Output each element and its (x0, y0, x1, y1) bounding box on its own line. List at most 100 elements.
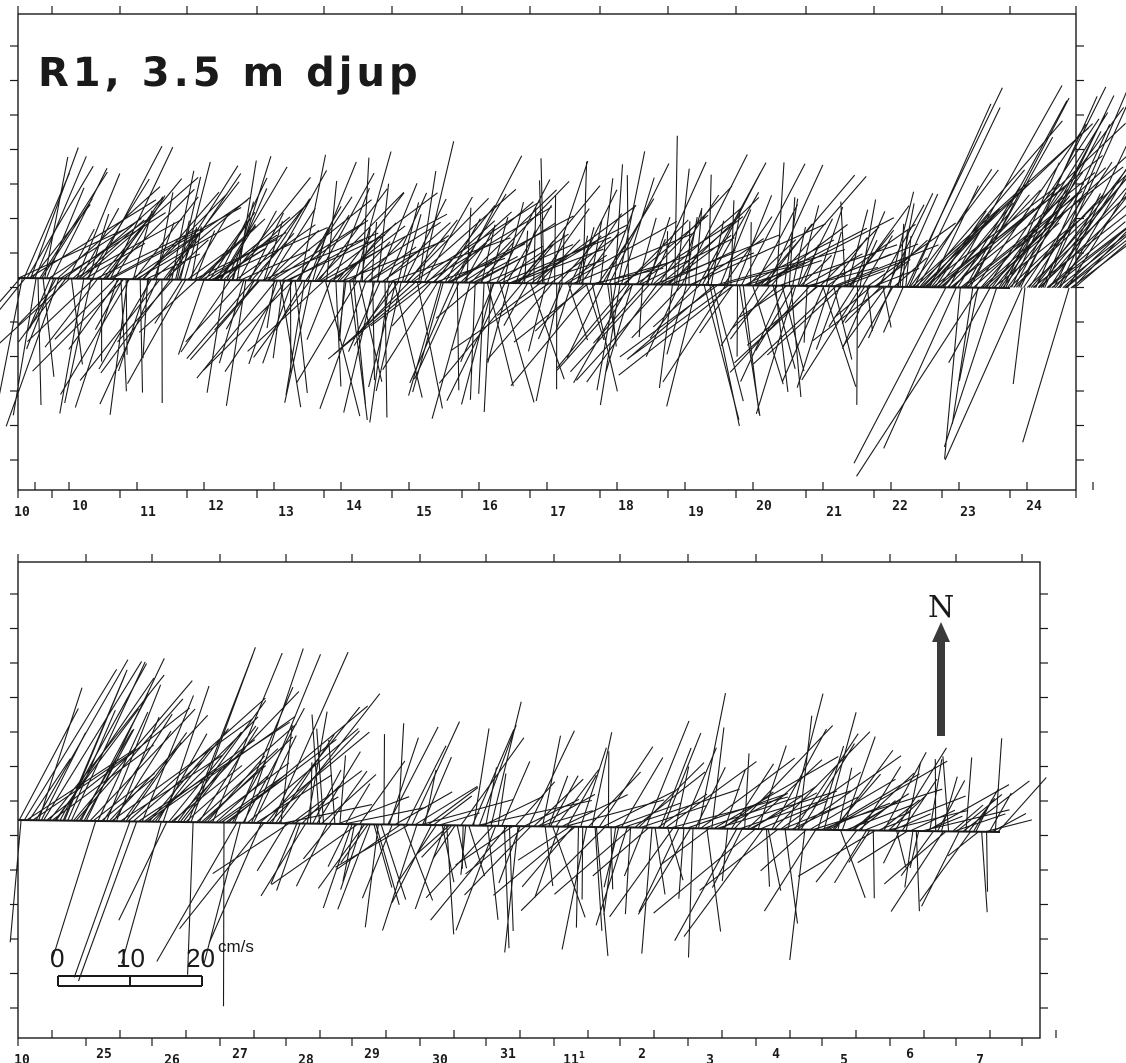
current-stick (185, 723, 297, 823)
current-stick (382, 281, 439, 370)
x-tick-label: 17 (550, 505, 566, 520)
current-stick (899, 223, 905, 287)
current-stick (94, 278, 124, 330)
current-stick (1047, 227, 1126, 289)
x-tick-label: 13 (278, 505, 294, 520)
current-stick (554, 827, 633, 895)
current-stick (327, 823, 350, 867)
current-stick (789, 829, 806, 961)
scale-bar: 0 10 20 cm/s (50, 937, 254, 987)
current-stick (535, 282, 561, 402)
current-stick (488, 217, 509, 283)
current-stick (175, 220, 190, 280)
current-stick (965, 100, 1068, 288)
current-stick (702, 171, 762, 285)
current-stick (248, 280, 278, 365)
current-stick (433, 795, 473, 826)
north-label: N (928, 590, 954, 625)
current-stick (194, 230, 216, 280)
current-stick (215, 775, 269, 823)
current-stick (730, 200, 735, 285)
current-stick (444, 218, 481, 283)
current-stick (948, 85, 1063, 288)
x-tick-label: 3 (706, 1053, 714, 1063)
current-stick (712, 284, 744, 402)
current-stick (582, 161, 588, 284)
current-stick (720, 284, 760, 347)
current-stick (857, 286, 894, 349)
current-stick (486, 282, 514, 387)
current-stick (744, 753, 750, 829)
current-stick (57, 186, 161, 279)
current-stick (659, 747, 692, 828)
current-stick (970, 97, 1070, 288)
current-stick (391, 824, 432, 903)
current-stick (628, 284, 730, 359)
current-stick (1072, 231, 1126, 289)
current-stick (517, 826, 571, 861)
x-tick-label: 111 (563, 1050, 585, 1063)
current-stick (767, 164, 824, 286)
current-stick (342, 823, 356, 882)
current-stick (306, 280, 331, 340)
current-stick (43, 661, 143, 821)
current-stick (311, 714, 321, 824)
current-stick (750, 222, 752, 285)
current-stick (0, 277, 23, 395)
current-stick (766, 285, 843, 356)
current-stick (102, 713, 173, 822)
x-tick-label: 25 (96, 1047, 112, 1062)
current-stick (309, 762, 313, 824)
current-stick (1059, 174, 1126, 289)
current-stick (503, 825, 510, 949)
current-stick (637, 827, 692, 915)
current-stick (487, 282, 510, 363)
x-tick-label: 29 (364, 1047, 380, 1062)
current-stick (610, 283, 616, 338)
current-stick (653, 828, 756, 914)
current-stick (446, 282, 506, 401)
current-stick (92, 772, 155, 822)
current-stick (156, 822, 238, 962)
current-stick (367, 246, 417, 282)
current-stick (668, 197, 760, 285)
current-stick (1023, 195, 1086, 288)
current-stick (497, 773, 507, 826)
current-stick (375, 281, 402, 392)
x-tick-label: 30 (432, 1053, 448, 1063)
current-stick (99, 279, 158, 405)
current-stick (299, 154, 327, 281)
current-stick (894, 747, 947, 831)
current-stick (781, 285, 825, 382)
current-stick (822, 285, 857, 387)
current-stick (773, 731, 871, 830)
x-tick-label: 20 (756, 499, 772, 514)
current-stick (780, 771, 862, 830)
current-stick (18, 278, 64, 325)
current-stick (856, 286, 980, 477)
current-stick (872, 830, 875, 899)
current-stick (32, 278, 125, 372)
current-stick (465, 825, 526, 875)
current-stick (142, 279, 149, 359)
current-stick (363, 236, 406, 282)
current-stick (12, 278, 37, 416)
current-stick (919, 831, 972, 902)
current-stick (520, 244, 554, 284)
current-stick (587, 771, 641, 828)
current-stick (841, 736, 876, 831)
current-stick (540, 158, 545, 284)
current-stick (247, 198, 311, 281)
current-stick (361, 157, 370, 282)
x-tick-label: 5 (840, 1053, 848, 1063)
current-stick (432, 824, 456, 860)
current-stick (538, 239, 581, 284)
current-stick (418, 171, 437, 282)
current-stick (658, 284, 674, 389)
current-stick (483, 282, 492, 413)
current-stick (968, 136, 1054, 288)
current-stick (539, 810, 593, 827)
current-stick (60, 278, 130, 395)
current-stick (275, 734, 335, 824)
current-stick (626, 175, 630, 284)
